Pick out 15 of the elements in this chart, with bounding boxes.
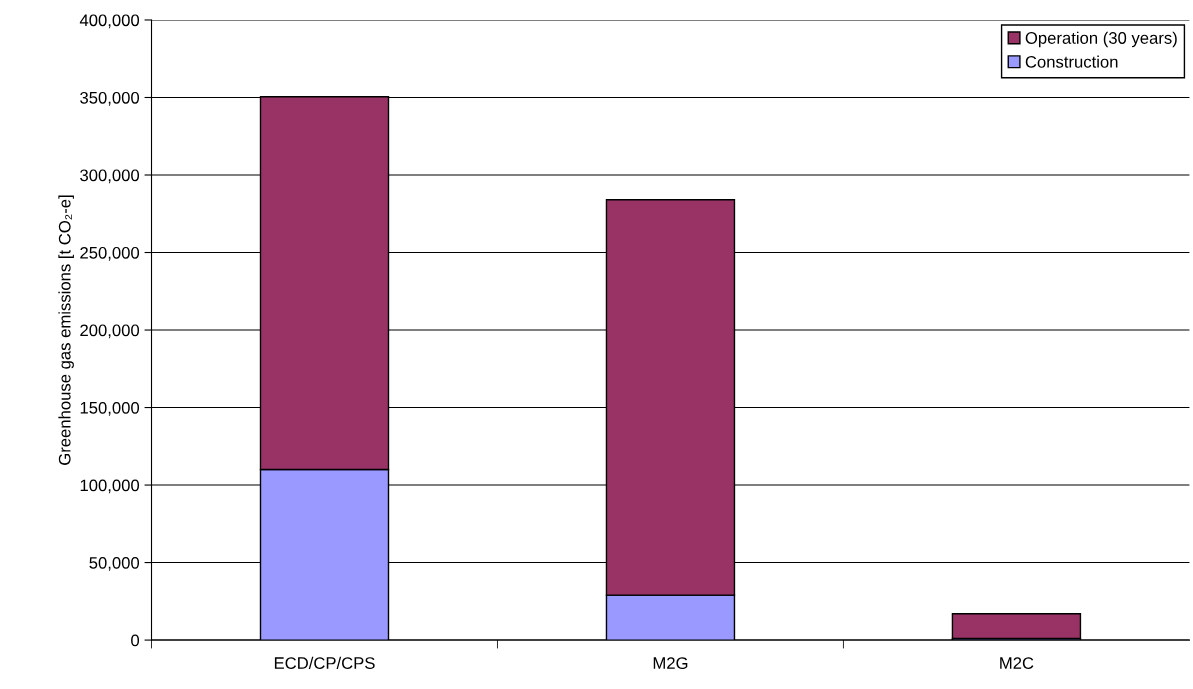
y-tick-label: 150,000 — [80, 401, 140, 416]
y-tick-label: 250,000 — [80, 246, 140, 261]
y-tick-label: 300,000 — [80, 169, 140, 184]
x-tick-label: M2G — [653, 657, 688, 669]
y-tick-label: 200,000 — [80, 324, 140, 339]
y-tick-label: 350,000 — [80, 91, 140, 106]
x-tick-label: M2C — [1000, 657, 1034, 669]
y-tick-label: 0 — [131, 634, 140, 647]
legend-label: Operation (30 years) — [1025, 31, 1177, 48]
x-tick-label: ECD/CP/CPS — [274, 656, 375, 669]
y-tick-label: 50,000 — [89, 556, 140, 571]
y-tick-label: 400,000 — [79, 14, 140, 29]
y-tick-label: 100,000 — [80, 479, 140, 494]
legend-label: Construction — [1025, 55, 1118, 68]
y-axis-title: Greenhouse gas emissions [t CO₂-e] — [58, 195, 74, 465]
